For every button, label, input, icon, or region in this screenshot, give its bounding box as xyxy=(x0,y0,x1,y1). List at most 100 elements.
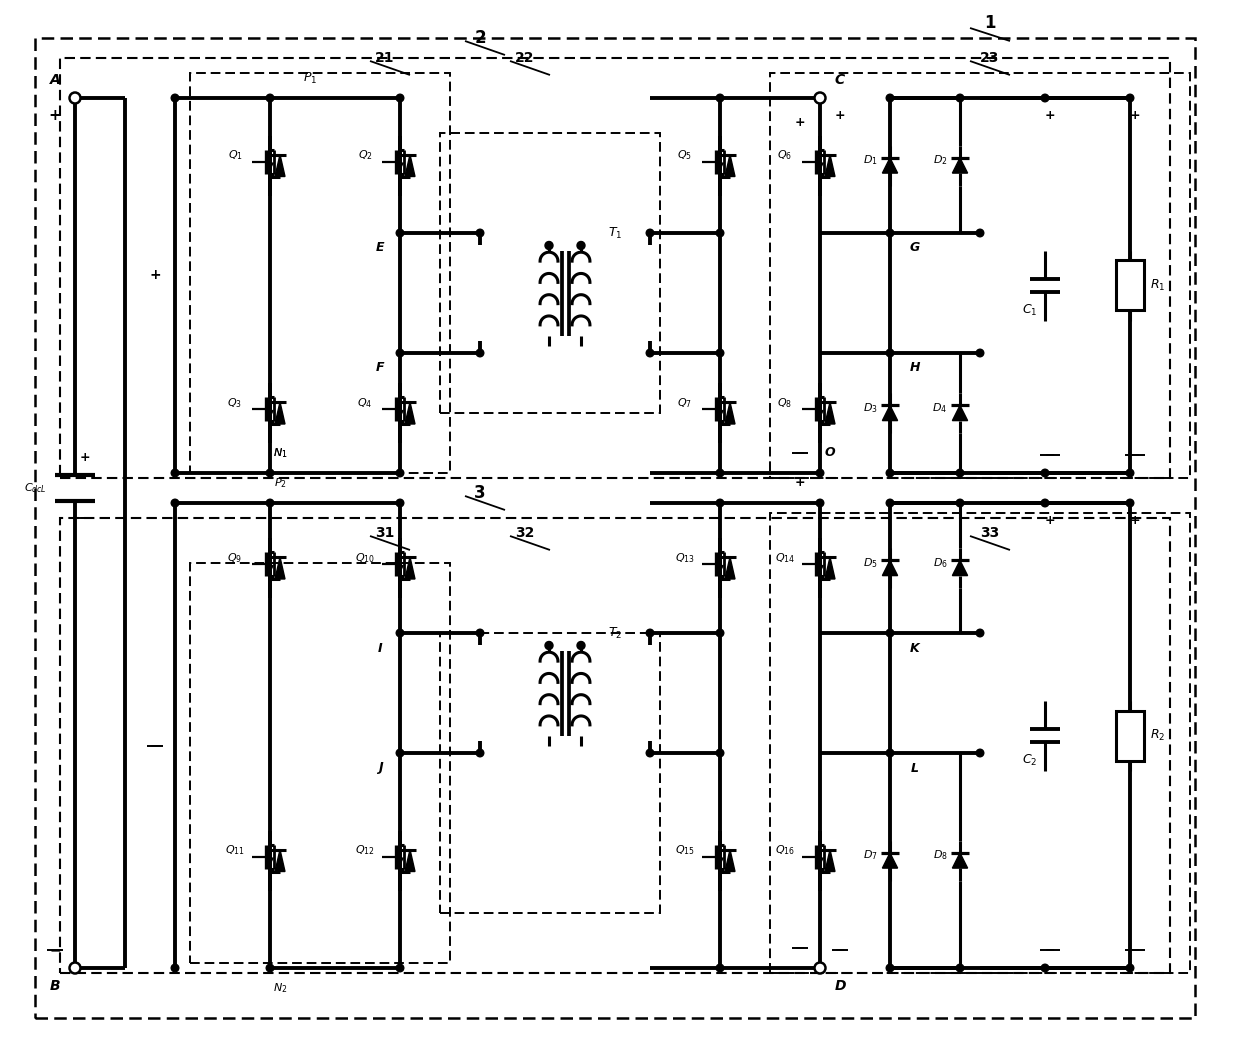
Text: +: + xyxy=(1130,110,1141,122)
Text: $Q_6$: $Q_6$ xyxy=(777,148,792,162)
Polygon shape xyxy=(883,560,898,576)
Circle shape xyxy=(397,749,404,757)
Circle shape xyxy=(887,470,894,477)
Text: $Q_4$: $Q_4$ xyxy=(357,396,373,410)
Text: $Q_{14}$: $Q_{14}$ xyxy=(775,551,795,564)
Bar xyxy=(60,518,1171,973)
Text: $N_1$: $N_1$ xyxy=(273,446,288,460)
Circle shape xyxy=(171,499,179,506)
Circle shape xyxy=(476,350,484,357)
Text: +: + xyxy=(1044,110,1055,122)
Text: 22: 22 xyxy=(516,51,534,65)
Circle shape xyxy=(976,749,983,757)
Text: $C_1$: $C_1$ xyxy=(1022,303,1038,318)
Circle shape xyxy=(1042,470,1049,477)
Text: $R_1$: $R_1$ xyxy=(1149,278,1166,293)
Text: $Q_{13}$: $Q_{13}$ xyxy=(675,551,694,564)
Text: $D_7$: $D_7$ xyxy=(863,849,878,862)
Circle shape xyxy=(816,470,823,477)
Circle shape xyxy=(69,93,81,103)
Circle shape xyxy=(717,499,724,506)
Text: B: B xyxy=(50,979,61,993)
Polygon shape xyxy=(952,853,967,868)
Polygon shape xyxy=(725,850,735,872)
Text: −: − xyxy=(149,738,161,753)
Text: D: D xyxy=(835,979,846,993)
Circle shape xyxy=(171,470,179,477)
Text: $Q_9$: $Q_9$ xyxy=(227,551,243,564)
Circle shape xyxy=(956,965,963,972)
Circle shape xyxy=(646,749,653,757)
Circle shape xyxy=(816,499,823,506)
Text: 23: 23 xyxy=(981,51,999,65)
Text: 3: 3 xyxy=(474,484,486,502)
Circle shape xyxy=(956,499,963,506)
Text: +: + xyxy=(149,269,161,282)
Text: +: + xyxy=(835,110,846,122)
Text: $D_1$: $D_1$ xyxy=(863,154,878,167)
Text: 31: 31 xyxy=(376,526,394,540)
Text: K: K xyxy=(910,641,920,655)
Circle shape xyxy=(1126,94,1133,102)
Circle shape xyxy=(397,499,404,506)
Bar xyxy=(770,73,1190,478)
Polygon shape xyxy=(825,850,835,872)
Text: $P_1$: $P_1$ xyxy=(303,71,317,85)
Circle shape xyxy=(976,230,983,237)
Circle shape xyxy=(976,350,983,357)
Text: −: − xyxy=(1130,943,1141,956)
Polygon shape xyxy=(825,155,835,177)
Text: $T_1$: $T_1$ xyxy=(608,225,622,240)
Circle shape xyxy=(577,641,585,650)
Polygon shape xyxy=(825,402,835,424)
Circle shape xyxy=(816,94,823,102)
Circle shape xyxy=(1042,94,1049,102)
Text: $Q_{11}$: $Q_{11}$ xyxy=(224,843,246,857)
Text: $Q_1$: $Q_1$ xyxy=(227,148,243,162)
Text: +: + xyxy=(1044,515,1055,528)
Text: F: F xyxy=(376,361,384,375)
Polygon shape xyxy=(725,557,735,579)
Text: $Q_2$: $Q_2$ xyxy=(357,148,372,162)
Circle shape xyxy=(546,241,553,250)
Circle shape xyxy=(717,749,724,757)
Circle shape xyxy=(887,350,894,357)
Text: E: E xyxy=(376,241,384,255)
Polygon shape xyxy=(825,557,835,579)
Text: −: − xyxy=(835,943,846,956)
Text: $D_4$: $D_4$ xyxy=(932,401,947,415)
Text: −: − xyxy=(1130,449,1141,461)
Text: $D_6$: $D_6$ xyxy=(932,556,947,570)
Bar xyxy=(190,73,450,473)
Text: $T_2$: $T_2$ xyxy=(608,625,622,640)
Text: $R_2$: $R_2$ xyxy=(1149,728,1166,743)
Circle shape xyxy=(476,630,484,637)
Polygon shape xyxy=(275,155,285,177)
Text: $C_{dcL}$: $C_{dcL}$ xyxy=(24,481,46,495)
Text: −: − xyxy=(79,512,91,524)
Text: $P_2$: $P_2$ xyxy=(274,476,286,490)
Text: $N_1$: $N_1$ xyxy=(273,446,288,460)
Circle shape xyxy=(717,350,724,357)
Text: −: − xyxy=(795,446,805,459)
Polygon shape xyxy=(725,402,735,424)
Bar xyxy=(440,133,660,413)
Circle shape xyxy=(717,94,724,102)
Text: 1: 1 xyxy=(985,14,996,32)
Bar xyxy=(60,58,1171,478)
Bar xyxy=(770,513,1190,973)
Bar xyxy=(1116,711,1145,760)
Bar xyxy=(190,563,450,963)
Circle shape xyxy=(1042,499,1049,506)
Circle shape xyxy=(397,470,404,477)
Circle shape xyxy=(267,965,274,972)
Circle shape xyxy=(646,630,653,637)
Polygon shape xyxy=(275,557,285,579)
Circle shape xyxy=(397,230,404,237)
Circle shape xyxy=(397,350,404,357)
Circle shape xyxy=(887,94,894,102)
Polygon shape xyxy=(405,155,415,177)
Circle shape xyxy=(717,630,724,637)
Text: 33: 33 xyxy=(981,526,999,540)
Circle shape xyxy=(267,470,274,477)
